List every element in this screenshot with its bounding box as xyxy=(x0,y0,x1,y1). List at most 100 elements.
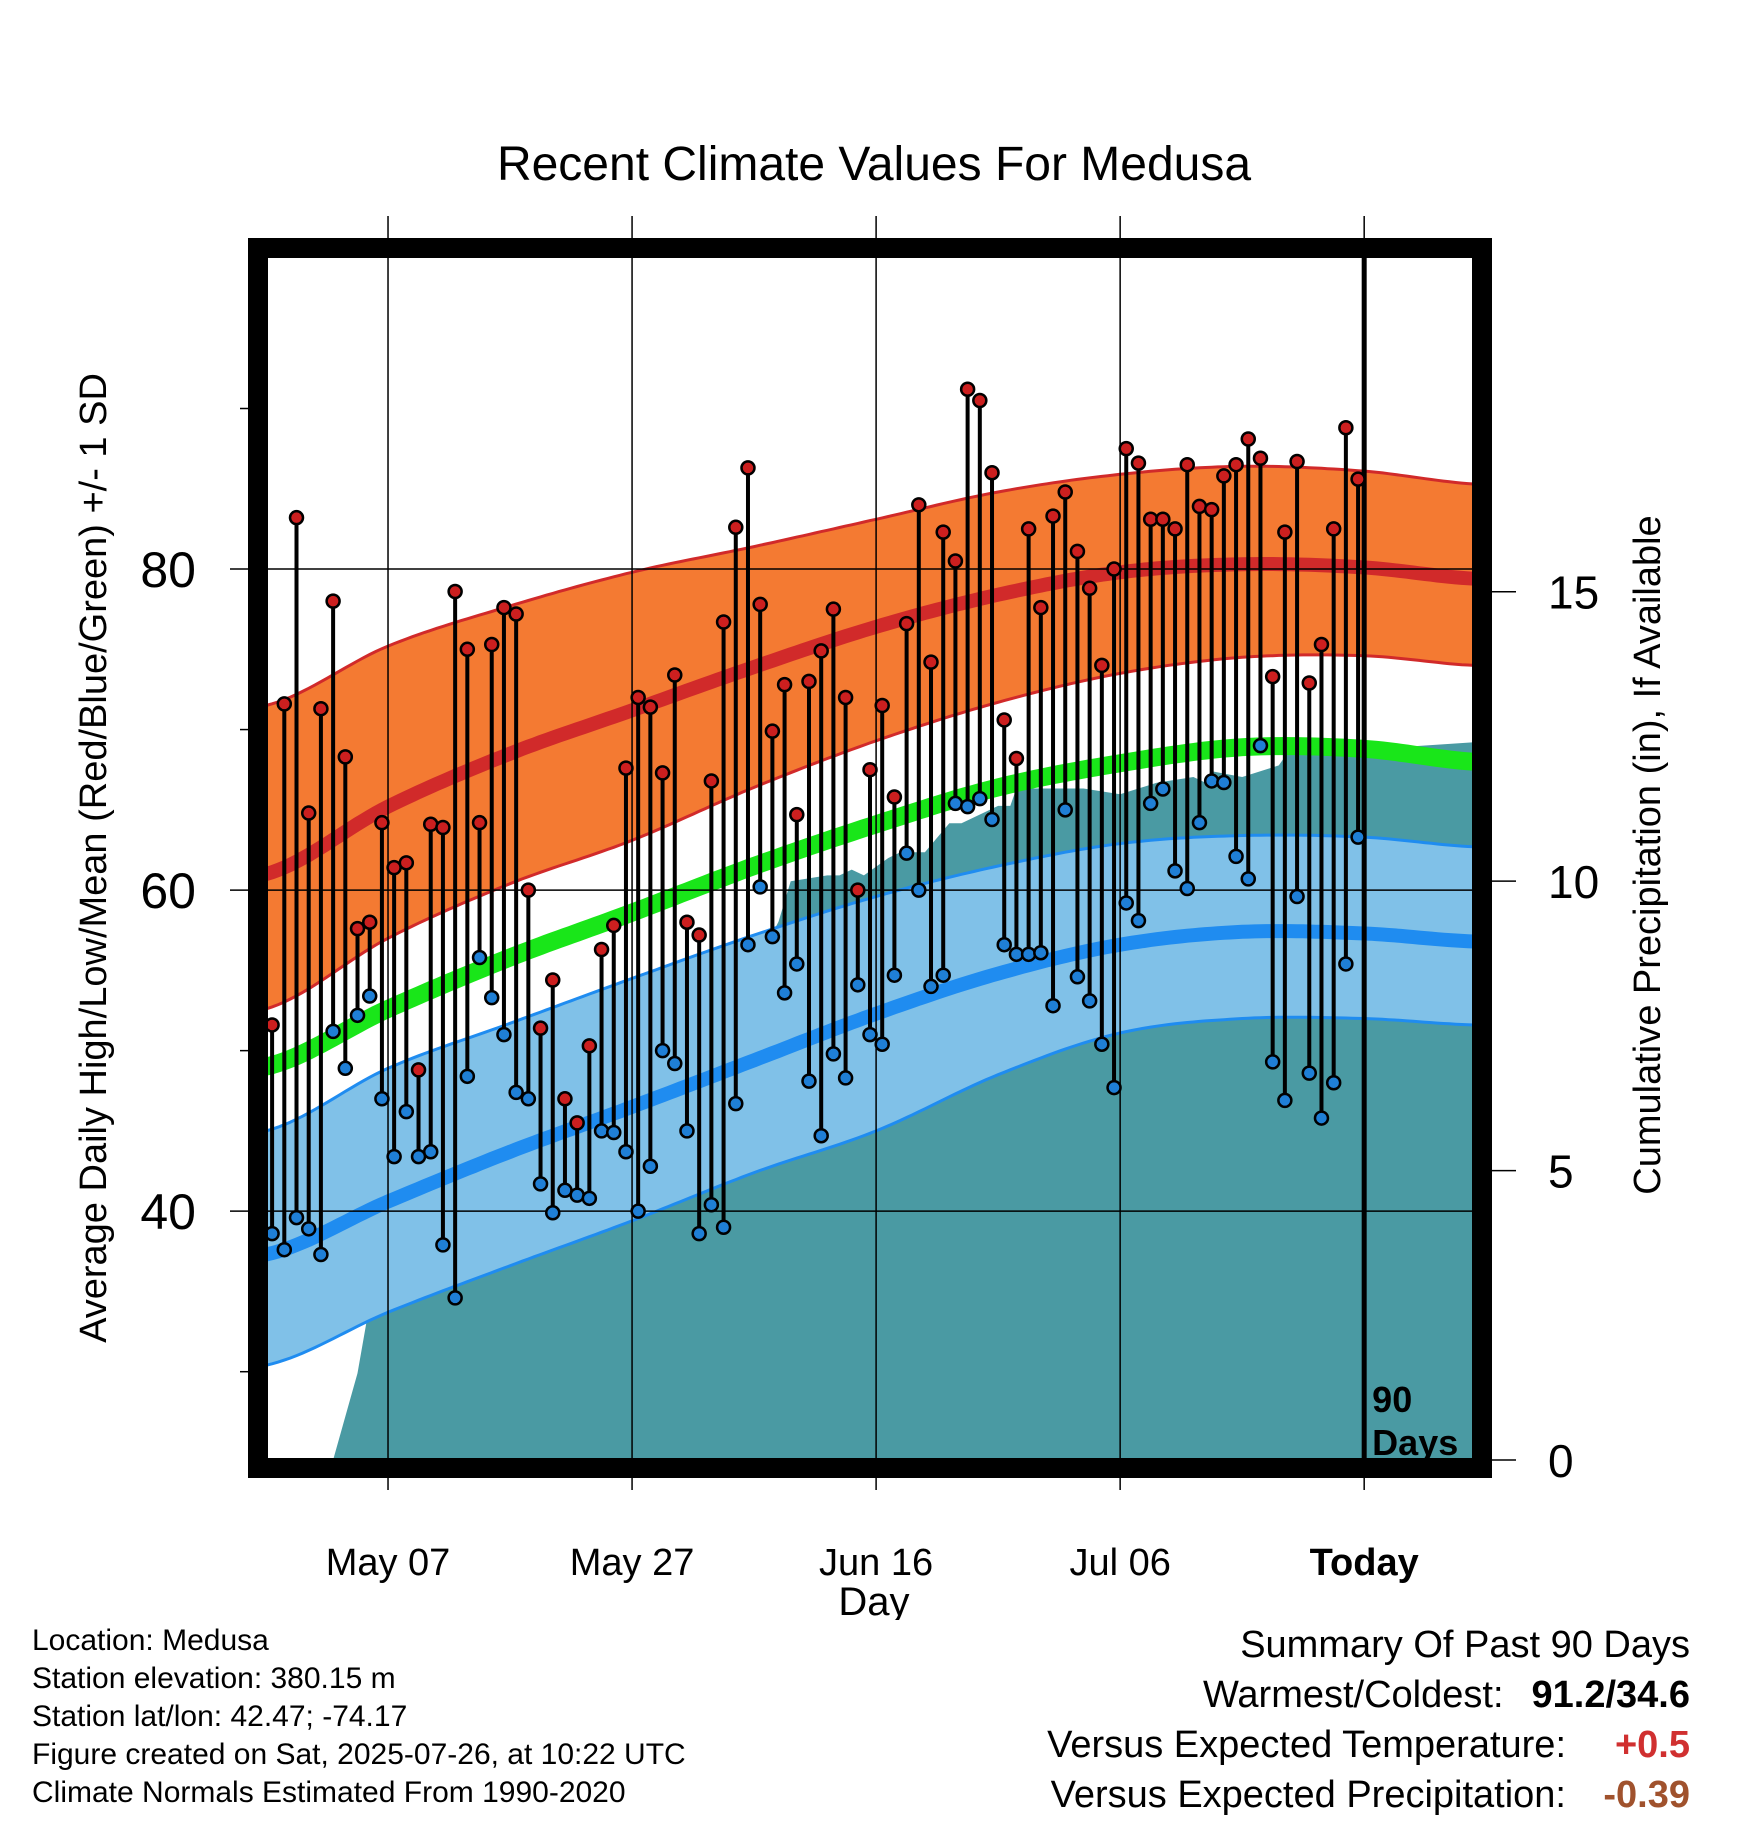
temp-value: +0.5 xyxy=(1614,1724,1690,1766)
daily-low-point xyxy=(1203,773,1220,789)
daily-low-point xyxy=(691,1225,707,1242)
daily-high-point xyxy=(630,689,646,706)
daily-low-point xyxy=(1289,888,1305,905)
daily-high-point xyxy=(654,765,671,781)
y2-tick-label: 0 xyxy=(1548,1435,1574,1487)
elevation-text: Station elevation: 380.15 m xyxy=(32,1662,396,1695)
daily-low-point xyxy=(740,936,756,953)
summary-panel: Summary Of Past 90 Days Warmest/Coldest:… xyxy=(1047,1620,1690,1820)
daily-low-point xyxy=(1106,1079,1122,1096)
daily-high-point xyxy=(972,392,988,409)
daily-high-point xyxy=(496,599,512,616)
x-tick-label: Jun 16 xyxy=(819,1542,933,1584)
daily-high-point xyxy=(959,381,976,397)
daily-high-point xyxy=(520,882,537,898)
daily-low-point xyxy=(789,956,805,972)
location-text: Location: Medusa xyxy=(32,1624,269,1657)
daily-high-point xyxy=(557,1091,573,1107)
warm-cold-value: 91.2/34.6 xyxy=(1531,1674,1690,1716)
x-tick-label: May 27 xyxy=(570,1542,695,1584)
daily-high-point xyxy=(1277,524,1293,540)
warm-cold-row: Warmest/Coldest: 91.2/34.6 xyxy=(1047,1670,1690,1720)
daily-high-point xyxy=(1228,456,1244,473)
daily-low-point xyxy=(386,1148,402,1165)
daily-high-point xyxy=(483,636,500,653)
y-tick-label: 80 xyxy=(140,542,196,598)
daily-low-point xyxy=(471,949,488,966)
precip-label: Versus Expected Precipitation: xyxy=(1050,1774,1566,1816)
daily-high-point xyxy=(691,927,707,943)
daily-high-point xyxy=(764,723,781,739)
daily-low-point xyxy=(300,1221,317,1237)
daily-low-point xyxy=(630,1203,646,1219)
daily-high-point xyxy=(313,700,329,717)
daily-high-point xyxy=(361,914,378,930)
daily-low-point xyxy=(801,1073,817,1089)
temp-row: Versus Expected Temperature: +0.5 xyxy=(1047,1720,1690,1770)
daily-low-point xyxy=(728,1095,744,1112)
daily-high-point xyxy=(801,673,817,690)
daily-high-point xyxy=(1240,431,1257,447)
daily-high-point xyxy=(886,789,903,805)
daily-low-point xyxy=(911,882,927,898)
precip-value: -0.39 xyxy=(1603,1774,1690,1816)
y2-tick-label: 10 xyxy=(1548,856,1599,908)
daily-high-point xyxy=(1203,501,1220,518)
daily-high-point xyxy=(1155,511,1171,528)
daily-high-point xyxy=(850,882,866,898)
daily-low-point xyxy=(606,1124,622,1141)
daily-low-point xyxy=(544,1205,561,1221)
daily-high-point xyxy=(825,601,842,617)
daily-high-point xyxy=(471,814,488,831)
daily-low-point xyxy=(1057,802,1073,818)
daily-high-point xyxy=(447,583,463,600)
daily-high-point xyxy=(337,749,354,765)
daily-low-point xyxy=(1264,1054,1281,1070)
daily-high-point xyxy=(276,696,293,712)
daily-low-point xyxy=(715,1219,732,1235)
daily-low-point xyxy=(593,1123,610,1139)
daily-low-point xyxy=(1118,895,1134,911)
daily-high-point xyxy=(1338,420,1354,436)
daily-low-point xyxy=(984,811,1000,828)
daily-low-point xyxy=(813,1127,829,1144)
daily-high-point xyxy=(422,816,439,833)
daily-low-point xyxy=(398,1103,415,1120)
daily-low-point xyxy=(947,795,964,812)
daily-low-point xyxy=(837,1070,854,1086)
plot-frame xyxy=(248,238,1492,1478)
daily-high-point xyxy=(1106,561,1122,577)
axes: May 07 May 27 Jun 16 Jul 06 Today 40 60 80 0 5 10 1… xyxy=(140,216,1599,1584)
daily-high-point xyxy=(618,760,634,776)
daily-low-point xyxy=(1069,969,1086,985)
daily-high-point xyxy=(947,553,964,569)
x-tick-label: Jul 06 xyxy=(1069,1542,1170,1584)
daily-low-point xyxy=(508,1084,524,1101)
daily-high-point xyxy=(374,814,390,831)
created-text: Figure created on Sat, 2025-07-26, at 10… xyxy=(32,1738,686,1771)
daily-low-point xyxy=(313,1246,329,1263)
daily-high-point xyxy=(569,1115,585,1131)
daily-low-point xyxy=(850,977,866,993)
daily-high-point xyxy=(642,699,659,715)
daily-high-point xyxy=(435,819,451,836)
daily-high-point xyxy=(911,497,927,513)
daily-low-point xyxy=(959,798,976,815)
daily-high-point xyxy=(667,667,683,683)
daily-high-point xyxy=(898,615,915,632)
daily-low-point xyxy=(1094,1036,1110,1052)
daily-high-point xyxy=(984,464,1000,481)
daily-low-point xyxy=(874,1036,890,1052)
chart-title: Recent Climate Values For Medusa xyxy=(497,138,1251,191)
daily-low-point xyxy=(581,1190,598,1207)
daily-low-point xyxy=(1033,944,1049,961)
daily-low-point xyxy=(532,1176,549,1192)
daily-low-point xyxy=(447,1290,463,1306)
daily-high-point xyxy=(593,941,610,958)
daily-low-point xyxy=(374,1091,390,1107)
high-sd-upper-line xyxy=(265,464,1475,707)
daily-high-point xyxy=(1264,668,1281,685)
daily-low-point xyxy=(361,988,378,1004)
daily-low-point xyxy=(422,1144,439,1160)
